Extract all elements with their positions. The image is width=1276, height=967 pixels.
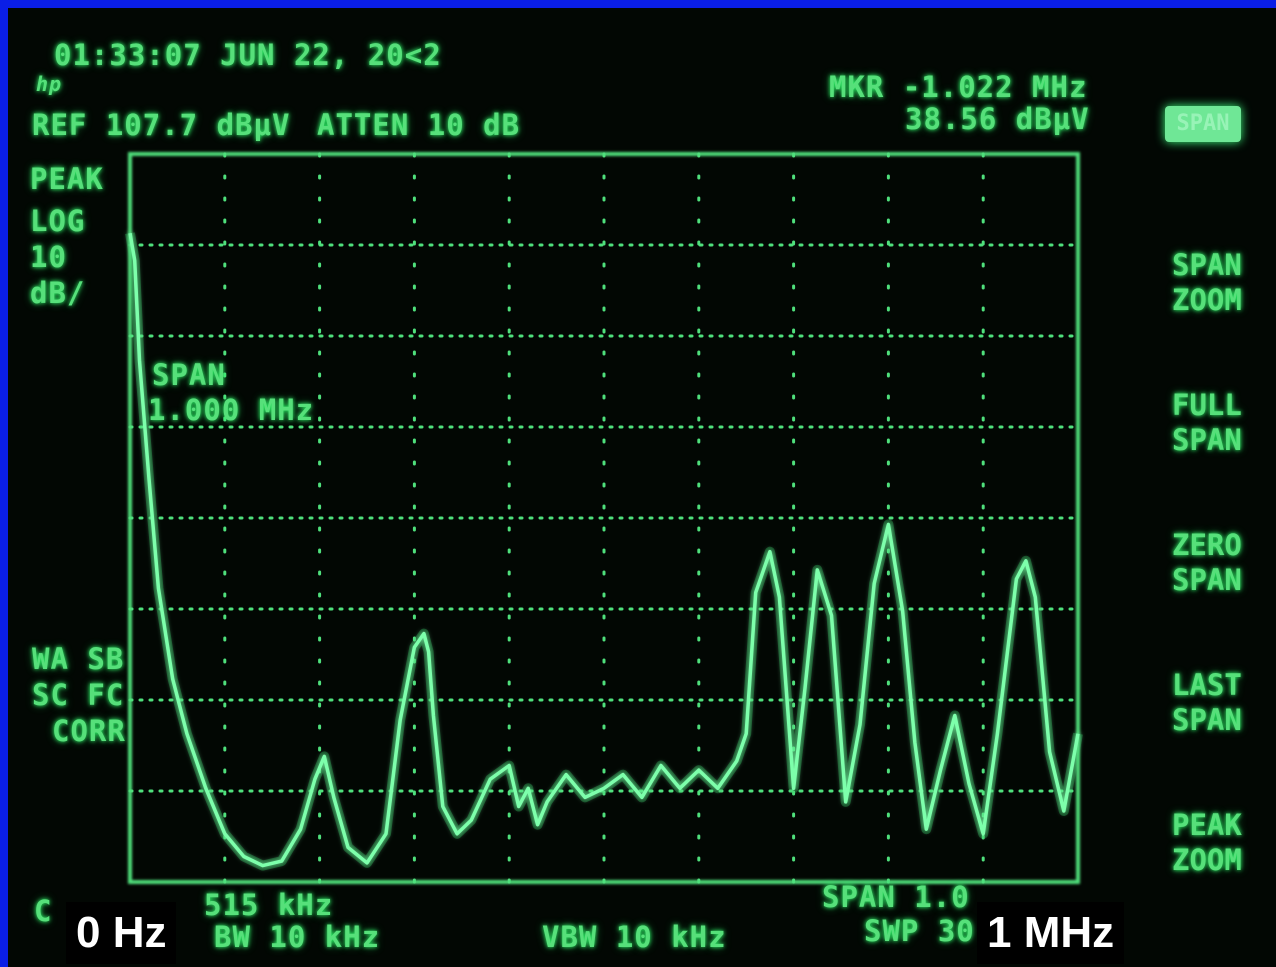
- marker-frequency: MKR -1.022 MHz: [829, 70, 1088, 104]
- bottom-left-fragment: C: [34, 894, 53, 928]
- hp-logo: hp: [36, 72, 63, 96]
- stop-frequency-label: 1 MHz: [977, 902, 1125, 964]
- resolution-bandwidth: BW 10 kHz: [214, 920, 381, 954]
- status-line-1: WA SB: [32, 642, 125, 676]
- scale-unit: dB/: [30, 276, 86, 310]
- center-frequency-fragment: 515 kHz: [204, 888, 334, 922]
- softkey-zero-span[interactable]: ZERO SPAN: [1172, 528, 1242, 597]
- softkey-span-zoom[interactable]: SPAN ZOOM: [1172, 248, 1242, 317]
- video-bandwidth: VBW 10 kHz: [542, 920, 727, 954]
- reference-level: REF 107.7 dBµV: [32, 108, 291, 142]
- span-readout: SPAN 1.0: [822, 880, 970, 914]
- span-annotation-label: SPAN: [152, 358, 226, 392]
- spectrum-plot: [125, 152, 1083, 884]
- status-line-2: SC FC: [32, 678, 125, 712]
- start-frequency-label: 0 Hz: [66, 902, 177, 964]
- spectrum-trace: [125, 232, 1083, 871]
- sweep-time: SWP 30: [864, 914, 975, 948]
- scale-type: LOG: [30, 204, 86, 238]
- softkey-peak-zoom[interactable]: PEAK ZOOM: [1172, 808, 1242, 877]
- attenuation: ATTEN 10 dB: [317, 108, 521, 142]
- scale-value: 10: [30, 240, 67, 274]
- softkey-full-span[interactable]: FULL SPAN: [1172, 388, 1242, 457]
- status-line-3: CORR: [52, 714, 126, 748]
- analyzer-screen: 01:33:07 JUN 22, 20<2 hp REF 107.7 dBµV …: [8, 8, 1276, 967]
- trace-line: [128, 232, 1080, 868]
- softkey-span[interactable]: SPAN: [1165, 106, 1241, 142]
- span-annotation-value: 1.000 MHz: [148, 393, 315, 427]
- timestamp: 01:33:07 JUN 22, 20<2: [54, 38, 442, 72]
- detector-mode: PEAK: [30, 162, 104, 196]
- marker-amplitude: 38.56 dBµV: [905, 102, 1090, 136]
- softkey-last-span[interactable]: LAST SPAN: [1172, 668, 1242, 737]
